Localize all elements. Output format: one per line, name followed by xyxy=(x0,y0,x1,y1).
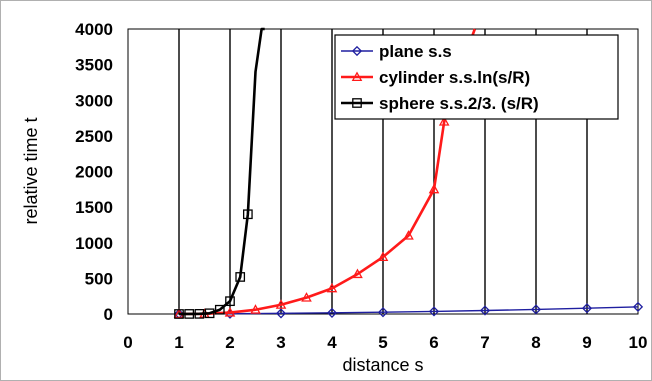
legend-item-sphere: sphere s.s.2/3. (s/R) xyxy=(341,94,539,113)
plane-marker xyxy=(581,303,593,314)
x-tick-label: 2 xyxy=(225,333,234,352)
plane-marker xyxy=(479,305,491,316)
x-tick-label: 10 xyxy=(629,333,648,352)
plane-marker xyxy=(632,301,644,312)
sphere-marker xyxy=(235,272,246,282)
legend-label: plane s.s xyxy=(379,42,452,61)
plane-marker xyxy=(326,307,338,318)
cylinder-marker xyxy=(403,230,414,240)
sphere-marker xyxy=(174,309,184,319)
cylinder-marker xyxy=(428,183,440,194)
legend-swatch-marker xyxy=(352,98,362,108)
cylinder-marker xyxy=(377,251,389,262)
sphere-marker xyxy=(184,309,195,319)
series-layer xyxy=(173,27,644,320)
cylinder-marker xyxy=(275,299,287,309)
x-tick-label: 8 xyxy=(531,333,540,352)
plane-marker xyxy=(530,304,542,315)
plane-marker xyxy=(377,307,389,318)
cylinder-series xyxy=(173,28,477,319)
legend-label: sphere s.s.2/3. (s/R) xyxy=(379,94,539,113)
cylinder-marker xyxy=(224,307,236,317)
sphere-marker xyxy=(214,304,225,315)
legend-swatch-marker xyxy=(351,45,363,57)
legend-swatch-marker xyxy=(351,71,363,82)
plane-marker xyxy=(275,308,287,319)
cylinder-marker xyxy=(352,268,363,279)
tick-labels: 0 1 2 3 4 5 6 7 8 9 10 0 500 1000 1500 2000 2500 3000 3500… xyxy=(75,20,647,352)
legend-label: cylinder s.s.ln(s/R) xyxy=(379,68,530,87)
x-tick-label: 7 xyxy=(480,333,489,352)
x-tick-label: 5 xyxy=(378,333,387,352)
x-tick-label: 1 xyxy=(174,333,183,352)
sphere-marker xyxy=(225,296,235,307)
y-tick-label: 0 xyxy=(104,305,113,324)
sphere-marker xyxy=(204,308,215,319)
y-tick-label: 2500 xyxy=(75,127,113,146)
sphere-series xyxy=(174,27,265,319)
legend-box xyxy=(334,34,619,120)
y-tick-label: 4000 xyxy=(75,20,113,39)
legend: plane s.s cylinder s.s.ln(s/R) sphere s.s.… xyxy=(334,34,619,120)
x-tick-label: 0 xyxy=(123,333,132,352)
cylinder-marker xyxy=(250,304,261,314)
cylinder-marker xyxy=(326,282,338,293)
legend-item-cylinder: cylinder s.s.ln(s/R) xyxy=(341,68,530,87)
y-tick-label: 3500 xyxy=(75,56,113,75)
sphere-marker xyxy=(242,209,253,220)
y-axis-title: relative time t xyxy=(21,117,41,224)
y-tick-label: 2000 xyxy=(75,163,113,182)
x-tick-label: 3 xyxy=(276,333,285,352)
sphere-line xyxy=(178,27,265,316)
x-tick-label: 4 xyxy=(327,333,337,352)
y-tick-label: 3000 xyxy=(75,91,113,110)
cylinder-line xyxy=(178,28,477,316)
cylinder-marker xyxy=(301,292,312,302)
sphere-marker xyxy=(194,309,205,319)
y-tick-label: 1000 xyxy=(75,234,113,253)
x-tick-label: 6 xyxy=(429,333,438,352)
y-tick-label: 1500 xyxy=(75,198,113,217)
legend-item-plane: plane s.s xyxy=(341,42,452,61)
plane-marker xyxy=(428,306,440,317)
x-axis-title: distance s xyxy=(342,355,423,375)
y-tick-label: 500 xyxy=(85,269,113,288)
cylinder-marker xyxy=(438,116,450,126)
x-tick-label: 9 xyxy=(582,333,591,352)
